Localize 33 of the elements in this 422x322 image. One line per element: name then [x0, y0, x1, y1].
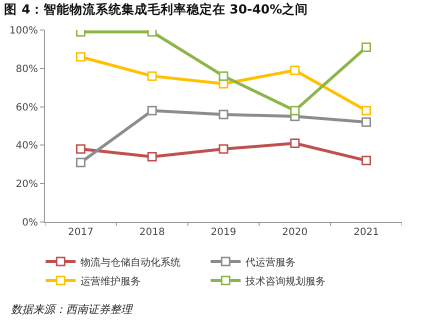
- y-tick-label: 60%: [16, 102, 38, 114]
- legend-label: 物流与仓储自动化系统: [80, 256, 181, 268]
- point: [362, 106, 372, 116]
- y-tick-label: 0%: [22, 218, 38, 228]
- point: [147, 106, 157, 116]
- point: [290, 106, 300, 116]
- x-tick-label: 2018: [139, 227, 165, 238]
- x-tick-label: 2021: [354, 227, 380, 238]
- point: [76, 52, 86, 62]
- point: [147, 71, 157, 81]
- point: [218, 71, 228, 81]
- legend-label: 技术咨询规划服务: [244, 275, 326, 288]
- point: [218, 144, 228, 154]
- source-note: 数据来源：西南证券整理: [11, 303, 134, 316]
- point: [362, 156, 372, 166]
- x-tick-label: 2019: [210, 227, 236, 238]
- x-tick-label: 2020: [282, 227, 308, 238]
- point: [76, 158, 86, 168]
- point: [290, 138, 300, 148]
- x-tick-label: 2017: [68, 227, 94, 238]
- point: [147, 152, 157, 162]
- point: [362, 117, 372, 127]
- y-tick-label: 80%: [16, 64, 38, 75]
- point: [218, 110, 228, 120]
- y-tick-label: 40%: [16, 140, 38, 152]
- y-tick-label: 100%: [9, 26, 38, 36]
- y-tick-label: 20%: [16, 179, 38, 190]
- point: [290, 66, 300, 76]
- legend-label: 运营维护服务: [80, 275, 141, 288]
- legend-label: 代运营服务: [244, 256, 296, 268]
- chart-title: 图 4：智能物流系统集成毛利率稳定在 30-40%之间: [4, 2, 308, 17]
- point: [362, 42, 372, 52]
- point: [76, 144, 86, 154]
